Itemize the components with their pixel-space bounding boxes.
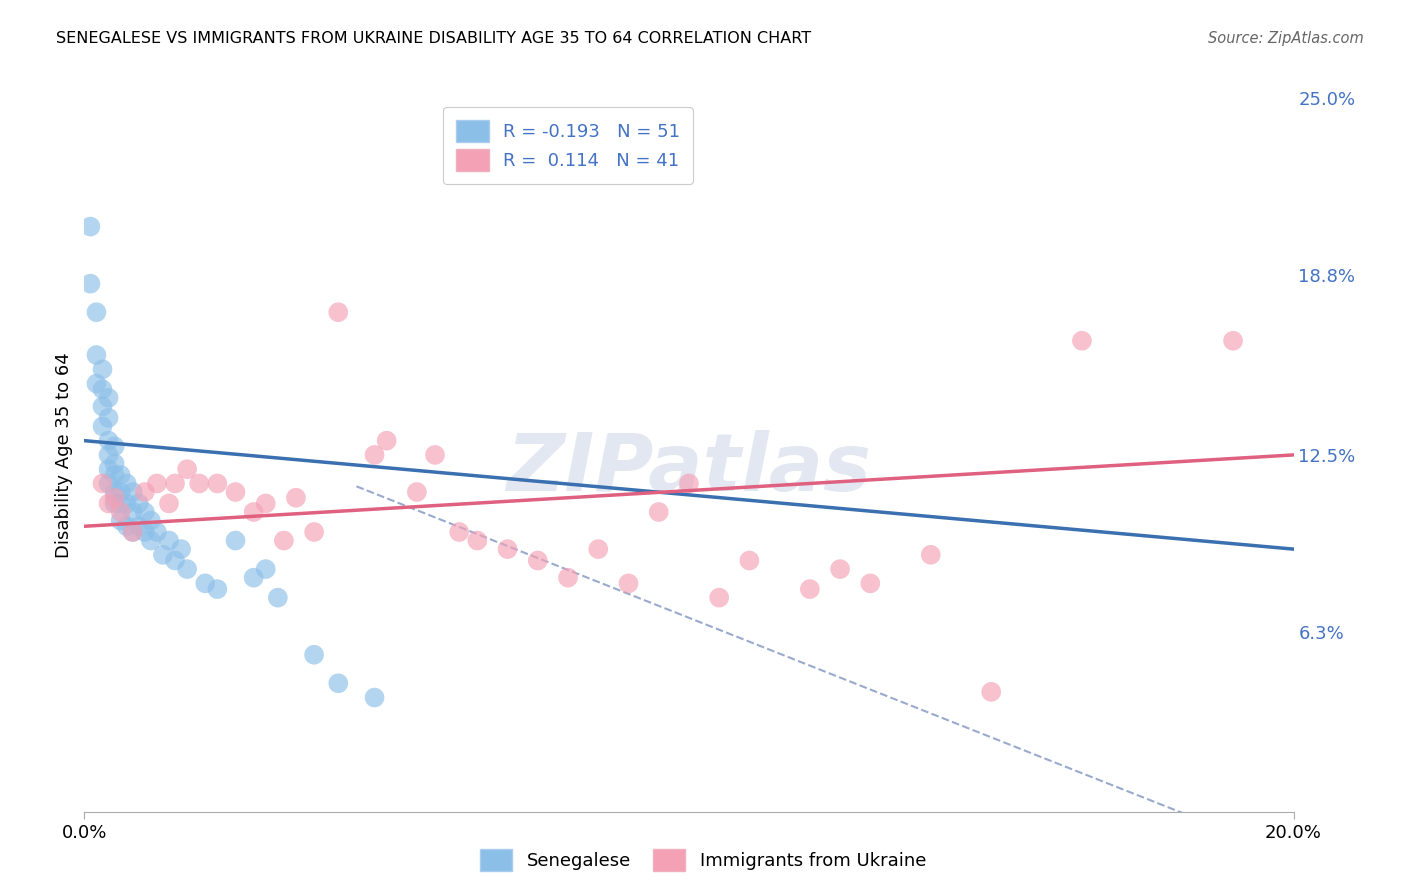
Point [496, 542, 519, 557]
Point [363, 690, 385, 705]
Point [678, 476, 700, 491]
Point [207, 582, 229, 596]
Point [188, 476, 211, 491]
Point [254, 562, 277, 576]
Point [709, 591, 731, 605]
Point [128, 496, 150, 510]
Point [121, 524, 143, 539]
Point [104, 496, 127, 510]
Point [91, 419, 114, 434]
Point [97, 448, 120, 462]
Point [97, 391, 120, 405]
Point [152, 548, 174, 562]
Point [328, 305, 350, 319]
Point [176, 562, 198, 576]
Point [115, 476, 138, 491]
Point [110, 514, 132, 528]
Point [97, 462, 120, 476]
Point [242, 571, 264, 585]
Point [449, 524, 471, 539]
Text: Source: ZipAtlas.com: Source: ZipAtlas.com [1208, 31, 1364, 46]
Point [121, 524, 143, 539]
Point [273, 533, 295, 548]
Point [91, 476, 114, 491]
Point [648, 505, 671, 519]
Point [121, 485, 143, 500]
Text: SENEGALESE VS IMMIGRANTS FROM UKRAINE DISABILITY AGE 35 TO 64 CORRELATION CHART: SENEGALESE VS IMMIGRANTS FROM UKRAINE DI… [56, 31, 811, 46]
Point [86, 376, 108, 391]
Point [467, 533, 489, 548]
Point [738, 553, 761, 567]
Point [194, 576, 217, 591]
Point [104, 457, 127, 471]
Point [104, 467, 127, 482]
Point [91, 400, 114, 414]
Point [207, 476, 229, 491]
Point [110, 485, 132, 500]
Point [104, 439, 127, 453]
Point [254, 496, 277, 510]
Point [363, 448, 385, 462]
Point [1222, 334, 1244, 348]
Point [165, 553, 187, 567]
Point [97, 434, 120, 448]
Point [165, 476, 187, 491]
Point [557, 571, 579, 585]
Point [86, 348, 108, 362]
Point [110, 505, 132, 519]
Legend: Senegalese, Immigrants from Ukraine: Senegalese, Immigrants from Ukraine [472, 842, 934, 879]
Point [242, 505, 264, 519]
Point [91, 382, 114, 396]
Point [115, 496, 138, 510]
Point [617, 576, 640, 591]
Y-axis label: Disability Age 35 to 64: Disability Age 35 to 64 [55, 352, 73, 558]
Point [86, 305, 108, 319]
Point [104, 485, 127, 500]
Point [225, 485, 247, 500]
Legend: R = -0.193   N = 51, R =  0.114   N = 41: R = -0.193 N = 51, R = 0.114 N = 41 [443, 107, 693, 184]
Point [110, 467, 132, 482]
Point [423, 448, 446, 462]
Point [267, 591, 290, 605]
Point [980, 685, 1002, 699]
Point [115, 519, 138, 533]
Point [920, 548, 942, 562]
Point [104, 491, 127, 505]
Point [328, 676, 350, 690]
Point [146, 524, 169, 539]
Point [121, 505, 143, 519]
Point [157, 533, 180, 548]
Point [1071, 334, 1094, 348]
Point [128, 519, 150, 533]
Point [176, 462, 198, 476]
Point [146, 476, 169, 491]
Point [859, 576, 882, 591]
Point [302, 648, 325, 662]
Text: ZIPatlas: ZIPatlas [506, 430, 872, 508]
Point [79, 277, 101, 291]
Point [97, 410, 120, 425]
Point [225, 533, 247, 548]
Point [134, 524, 156, 539]
Point [285, 491, 308, 505]
Point [134, 505, 156, 519]
Point [406, 485, 429, 500]
Point [134, 485, 156, 500]
Point [139, 533, 162, 548]
Point [139, 514, 162, 528]
Point [157, 496, 180, 510]
Point [302, 524, 325, 539]
Point [527, 553, 550, 567]
Point [375, 434, 398, 448]
Point [170, 542, 193, 557]
Point [830, 562, 852, 576]
Point [799, 582, 821, 596]
Point [97, 496, 120, 510]
Point [97, 476, 120, 491]
Point [110, 496, 132, 510]
Point [91, 362, 114, 376]
Point [588, 542, 610, 557]
Point [79, 219, 101, 234]
